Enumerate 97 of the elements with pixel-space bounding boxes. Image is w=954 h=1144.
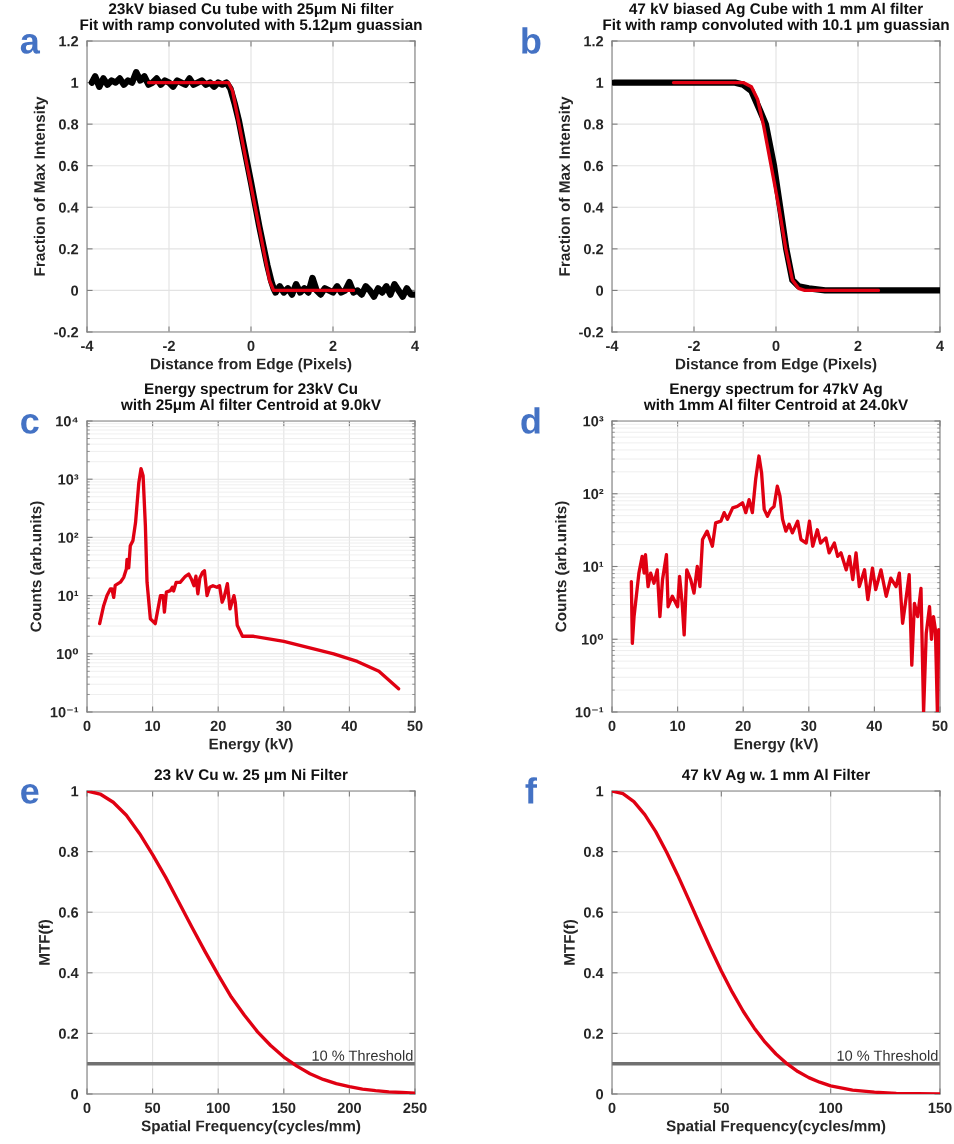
chart-title: 23kV biased Cu tube with 25μm Ni filter Fit with ramp convoluted with 5.12μm guassian — [80, 2, 422, 34]
x-tick-label: 0 — [83, 720, 91, 732]
x-tick-label: 200 — [337, 1102, 361, 1114]
x-tick-label: 0 — [247, 340, 255, 352]
y-tick-label: 10⁰ — [581, 633, 604, 645]
y-axis-title: Counts (arb.units) — [30, 501, 45, 632]
ref-line-label: 10 % Threshold — [837, 1050, 938, 1061]
y-tick-label: 0.4 — [583, 967, 604, 979]
x-axis-title: Spatial Frequency(cycles/mm) — [141, 1120, 361, 1135]
x-tick-label: 150 — [272, 1102, 296, 1114]
y-axis-title: Fraction of Max Intensity — [558, 96, 573, 276]
x-tick-label: 30 — [276, 720, 292, 732]
y-tick-label: 1 — [596, 786, 604, 797]
x-tick-label: 2 — [329, 340, 337, 351]
y-tick-label: 0 — [71, 285, 79, 296]
y-tick-label: 1.2 — [59, 36, 79, 47]
y-tick-label: -0.2 — [54, 327, 79, 338]
y-tick-label: 0.8 — [58, 846, 79, 858]
x-tick-label: 2 — [854, 340, 862, 351]
x-tick-label: 0 — [608, 1102, 616, 1114]
x-tick-label: 50 — [932, 720, 948, 732]
y-tick-label: 10¹ — [583, 561, 604, 572]
y-tick-label: 10⁻¹ — [575, 707, 604, 718]
y-tick-label: 0.2 — [58, 243, 79, 255]
chart-title: Energy spectrum for 47kV Ag with 1mm Al filter Centroid at 24.0kV — [643, 382, 909, 411]
y-tick-label: 10⁴ — [56, 416, 78, 427]
y-tick-label: 0 — [596, 285, 604, 296]
x-tick-label: 50 — [144, 1102, 161, 1114]
x-tick-label: 20 — [735, 720, 751, 732]
x-axis-title: Energy (kV) — [734, 738, 818, 753]
y-tick-label: 10³ — [58, 474, 79, 485]
text: b — [522, 27, 541, 54]
y-tick-label: 0.4 — [583, 202, 604, 213]
x-tick-label: 4 — [936, 340, 944, 351]
chart-title: 23 kV Cu w. 25 μm Ni Filter — [154, 768, 348, 783]
x-tick-label: 0 — [83, 1102, 91, 1114]
y-tick-label: 0.6 — [58, 160, 79, 172]
y-tick-label: 0.2 — [583, 1028, 604, 1039]
x-tick-label: 20 — [210, 720, 226, 732]
y-tick-label: 10³ — [583, 416, 604, 427]
x-axis-title: Energy (kV) — [209, 738, 293, 753]
x-tick-label: 10 — [670, 720, 686, 732]
y-tick-label: 1 — [71, 786, 79, 797]
y-axis-title: MTF(f) — [38, 919, 53, 965]
x-tick-label: 0 — [608, 720, 616, 732]
x-tick-label: 50 — [713, 1102, 729, 1114]
x-tick-label: 30 — [801, 720, 817, 732]
y-tick-label: 0.6 — [583, 907, 604, 918]
y-tick-label: 10⁰ — [56, 648, 79, 660]
x-tick-label: -2 — [163, 340, 175, 351]
y-tick-label: 10¹ — [58, 590, 79, 602]
text: c — [21, 414, 39, 434]
y-axis-title: MTF(f) — [563, 919, 578, 965]
y-tick-label: 1 — [596, 77, 604, 88]
y-tick-label: 0.8 — [583, 846, 604, 858]
x-axis-title: Spatial Frequency(cycles/mm) — [666, 1120, 886, 1135]
chart-title: 47 kV Ag w. 1 mm Al Filter — [682, 768, 870, 784]
x-tick-label: -4 — [606, 340, 619, 351]
ref-line-label: 10 % Threshold — [312, 1050, 413, 1061]
y-tick-label: 1.2 — [584, 36, 604, 47]
x-tick-label: 0 — [772, 340, 780, 352]
x-tick-label: -2 — [688, 340, 700, 351]
y-tick-label: 0 — [596, 1089, 604, 1100]
y-axis-title: Fraction of Max Intensity — [33, 96, 48, 276]
x-tick-label: 4 — [411, 340, 419, 351]
chart-title: 47 kV biased Ag Cube with 1 mm Al filter Fit with ramp convoluted with 10.1 μm guassian — [603, 2, 949, 34]
x-axis-title: Distance from Edge (Pixels) — [675, 358, 877, 373]
x-tick-label: 150 — [928, 1102, 952, 1114]
x-tick-label: 40 — [866, 720, 882, 732]
y-tick-label: -0.2 — [579, 327, 604, 338]
x-tick-label: 100 — [206, 1102, 230, 1114]
y-tick-label: 0.8 — [58, 119, 79, 130]
x-axis-title: Distance from Edge (Pixels) — [151, 358, 352, 373]
text: d — [521, 407, 540, 434]
y-tick-label: 10² — [58, 532, 79, 543]
y-tick-label: 0.8 — [583, 119, 604, 130]
y-tick-label: 0.6 — [583, 160, 604, 172]
x-tick-label: 40 — [341, 720, 357, 732]
y-tick-label: 0.2 — [583, 243, 604, 255]
y-tick-label: 1 — [71, 77, 79, 88]
text: f — [525, 777, 537, 804]
y-axis-title: Counts (arb.units) — [555, 501, 570, 632]
y-tick-label: 0 — [71, 1089, 79, 1100]
x-tick-label: 100 — [819, 1102, 843, 1114]
y-tick-label: 0.4 — [58, 202, 79, 213]
y-tick-label: 10⁻¹ — [50, 707, 79, 718]
x-tick-label: 10 — [145, 720, 161, 732]
x-tick-label: -4 — [81, 340, 94, 351]
y-tick-label: 10² — [583, 488, 604, 500]
y-tick-label: 0.4 — [58, 967, 79, 979]
text: a — [20, 34, 41, 54]
y-tick-label: 0.2 — [58, 1028, 79, 1039]
x-tick-label: 250 — [403, 1102, 427, 1114]
text: e — [21, 784, 39, 804]
chart-title: Energy spectrum for 23kV Cu with 25μm Al filter Centroid at 9.0kV — [120, 382, 381, 413]
x-tick-label: 50 — [407, 720, 423, 732]
y-tick-label: 0.6 — [58, 907, 79, 918]
